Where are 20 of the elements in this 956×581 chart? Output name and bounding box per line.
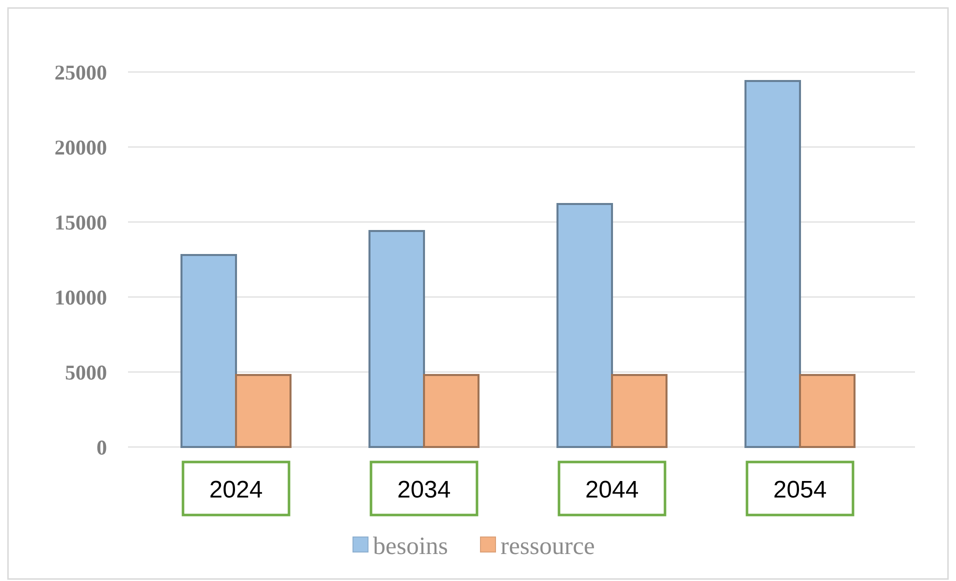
bar [368, 230, 425, 448]
y-tick-label: 20000 [54, 135, 107, 160]
x-tick-label: 2044 [585, 476, 639, 504]
legend-label: ressource [500, 532, 595, 560]
bar [423, 374, 480, 448]
bar [556, 203, 613, 448]
y-tick-label: 15000 [54, 210, 107, 234]
bar [180, 254, 237, 448]
bar [744, 80, 801, 448]
x-tick-label: 2024 [209, 476, 263, 504]
bar [611, 374, 668, 448]
y-tick-label: 25000 [54, 60, 107, 84]
y-tick-label: 10000 [54, 285, 107, 310]
x-tick-label: 2054 [773, 476, 827, 504]
bar [235, 374, 292, 448]
legend-label: besoins [373, 532, 448, 560]
y-tick-label: 0 [96, 435, 107, 460]
bar [799, 374, 856, 448]
x-tick-label: 2034 [397, 476, 451, 504]
y-tick-label: 5000 [65, 360, 107, 384]
